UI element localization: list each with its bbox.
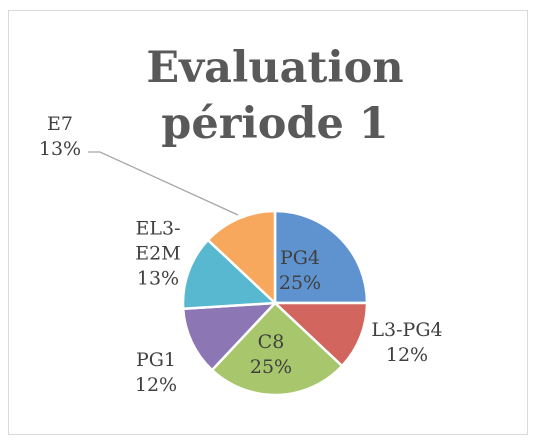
value-label: 13% [136, 267, 180, 290]
pie-slice [273, 209, 369, 305]
value-label: 13% [38, 138, 82, 160]
data-label: PG1 12% [116, 348, 196, 398]
value-label: 25% [249, 356, 293, 378]
category-label: PG1 [135, 349, 177, 371]
value-label: 12% [134, 374, 178, 396]
data-label: C8 25% [231, 330, 311, 380]
data-label: EL3-E2M 13% [133, 217, 183, 292]
value-label: 25% [278, 272, 322, 294]
pie-slice [206, 209, 277, 306]
category-label: EL3-E2M [135, 217, 181, 265]
pie-slice [210, 301, 344, 397]
data-label: E7 13% [30, 112, 90, 162]
category-label: C8 [257, 331, 285, 353]
chart-title: Evaluation période 1 [146, 43, 404, 149]
category-label: L3-PG4 [371, 319, 443, 341]
category-label: E7 [47, 113, 73, 135]
data-label: PG4 25% [260, 246, 340, 296]
leader-line [88, 151, 239, 216]
data-label: L3-PG4 12% [362, 318, 452, 368]
value-label: 12% [385, 344, 429, 366]
pie-slice [181, 238, 278, 311]
pie-slice [271, 301, 369, 368]
category-label: PG4 [279, 247, 321, 269]
pie-slice [181, 301, 279, 372]
